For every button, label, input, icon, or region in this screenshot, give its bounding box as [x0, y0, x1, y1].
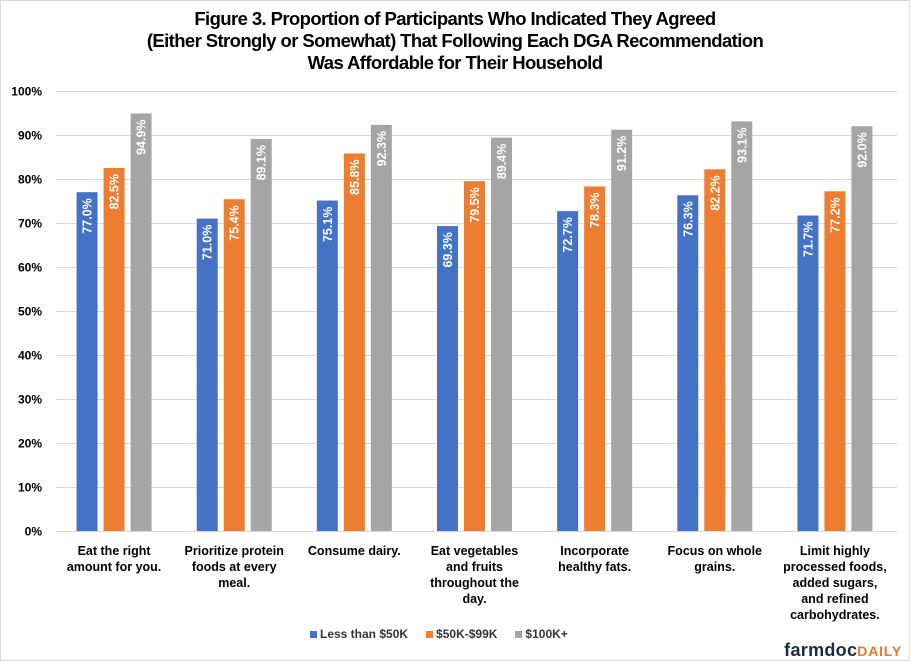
bar: [611, 129, 633, 531]
data-label: 85.8%: [348, 159, 362, 194]
x-category-label-line: Focus on whole: [667, 544, 762, 558]
x-category-label-line: Eat the right: [77, 544, 151, 558]
x-category-label-line: healthy fats.: [558, 560, 632, 574]
bar: [464, 181, 485, 531]
x-category-label-line: grains.: [694, 560, 736, 574]
x-category-label-line: Prioritize protein: [184, 544, 284, 558]
data-label: 69.3%: [441, 232, 455, 267]
bar: [557, 211, 579, 531]
x-category-label: Focus on whole grains.: [655, 543, 775, 575]
x-category-label-line: day.: [462, 592, 487, 606]
x-category-label: Prioritize protein foods at every meal.: [174, 543, 294, 591]
bar: [491, 137, 512, 531]
x-category-label-line: Eat vegetables: [430, 544, 519, 558]
data-label: 93.1%: [735, 127, 749, 162]
y-tick-label: 80%: [18, 173, 42, 187]
legend-item: $50K-$99K: [426, 627, 497, 641]
y-tick-label: 20%: [18, 437, 42, 451]
data-label: 89.4%: [495, 144, 509, 179]
bar: [130, 113, 152, 531]
bar: [196, 218, 218, 531]
bar: [103, 168, 125, 531]
bar: [343, 153, 365, 532]
x-category-label-line: processed foods,: [783, 560, 887, 574]
bar: [824, 191, 846, 531]
data-label: 82.2%: [708, 175, 722, 210]
data-label: 92.3%: [375, 131, 389, 166]
chart-title: Figure 3. Proportion of Participants Who…: [0, 8, 910, 74]
legend-swatch: [515, 630, 523, 638]
data-label: 71.0%: [201, 225, 215, 260]
bar: [584, 186, 606, 532]
x-category-label-line: Consume dairy.: [307, 544, 401, 558]
bar: [370, 124, 392, 531]
x-category-label-line: and fruits: [446, 560, 503, 574]
legend-swatch: [310, 630, 317, 638]
data-label: 71.7%: [801, 222, 815, 257]
y-tick-label: 60%: [18, 261, 42, 275]
data-label: 77.2%: [828, 197, 842, 232]
x-category-label-line: added sugars,: [792, 576, 878, 590]
bar: [704, 169, 726, 531]
data-label: 75.1%: [321, 207, 335, 242]
legend-label: $50K-$99K: [436, 627, 498, 641]
data-label: 89.1%: [255, 145, 269, 180]
legend-item: Less than $50K: [310, 627, 408, 641]
data-label: 77.0%: [81, 198, 95, 233]
logo-main: farmdoc: [784, 640, 858, 660]
y-tick-label: 70%: [18, 217, 42, 231]
data-label: 91.2%: [615, 136, 629, 171]
bar: [851, 126, 873, 531]
data-label: 82.5%: [108, 174, 122, 209]
x-category-label-line: meal.: [218, 576, 251, 590]
farmdoc-daily-logo: farmdocDAILY: [784, 640, 902, 661]
y-tick-label: 90%: [18, 129, 42, 143]
bar: [316, 200, 338, 531]
data-label: 76.3%: [681, 201, 695, 236]
data-label: 78.3%: [588, 192, 602, 227]
bar: [797, 215, 819, 531]
data-label: 92.0%: [855, 132, 869, 167]
chart-title-line-1: Figure 3. Proportion of Participants Who…: [194, 8, 716, 29]
y-tick-label: 30%: [18, 393, 42, 407]
y-tick-label: 100%: [11, 85, 42, 99]
x-category-label-line: throughout the: [430, 576, 519, 590]
legend-swatch: [426, 630, 434, 638]
x-category-label-line: foods at every: [191, 560, 277, 574]
bar: [250, 138, 272, 531]
x-category-label-line: carbohydrates.: [790, 608, 880, 622]
logo-accent: DAILY: [857, 643, 902, 659]
data-label: 94.9%: [135, 119, 149, 154]
x-category-label: Eat vegetables and fruits throughout the da…: [415, 543, 535, 607]
x-category-label: Consume dairy.: [294, 543, 414, 559]
legend: Less than $50K $50K-$99K $100K+: [310, 627, 568, 641]
data-label: 72.7%: [561, 217, 575, 252]
data-label: 79.5%: [468, 187, 482, 222]
y-tick-label: 0%: [25, 525, 43, 539]
bar: [677, 195, 699, 531]
bar: [76, 192, 98, 531]
y-tick-label: 50%: [18, 305, 42, 319]
x-category-label-line: amount for you.: [66, 560, 162, 574]
x-category-label-line: Limit highly: [799, 544, 870, 558]
chart-title-line-2: (Either Strongly or Somewhat) That Follo…: [146, 30, 764, 51]
y-tick-label: 10%: [18, 481, 42, 495]
y-tick-label: 40%: [18, 349, 42, 363]
x-category-label-line: and refined: [801, 592, 869, 606]
legend-label: $100K+: [525, 627, 568, 641]
legend-item: $100K+: [515, 627, 568, 641]
x-category-label: Limit highly processed foods, added sugars…: [775, 543, 895, 623]
bar: [437, 226, 458, 531]
legend-label: Less than $50K: [320, 627, 409, 641]
x-category-label-line: Incorporate: [560, 544, 630, 558]
bar: [731, 121, 753, 532]
data-label: 75.4%: [228, 205, 242, 240]
bar: [223, 199, 245, 532]
x-category-label: Eat the right amount for you.: [54, 543, 174, 575]
x-category-label: Incorporate healthy fats.: [535, 543, 655, 575]
chart-title-line-3: Was Affordable for Their Household: [307, 52, 603, 73]
